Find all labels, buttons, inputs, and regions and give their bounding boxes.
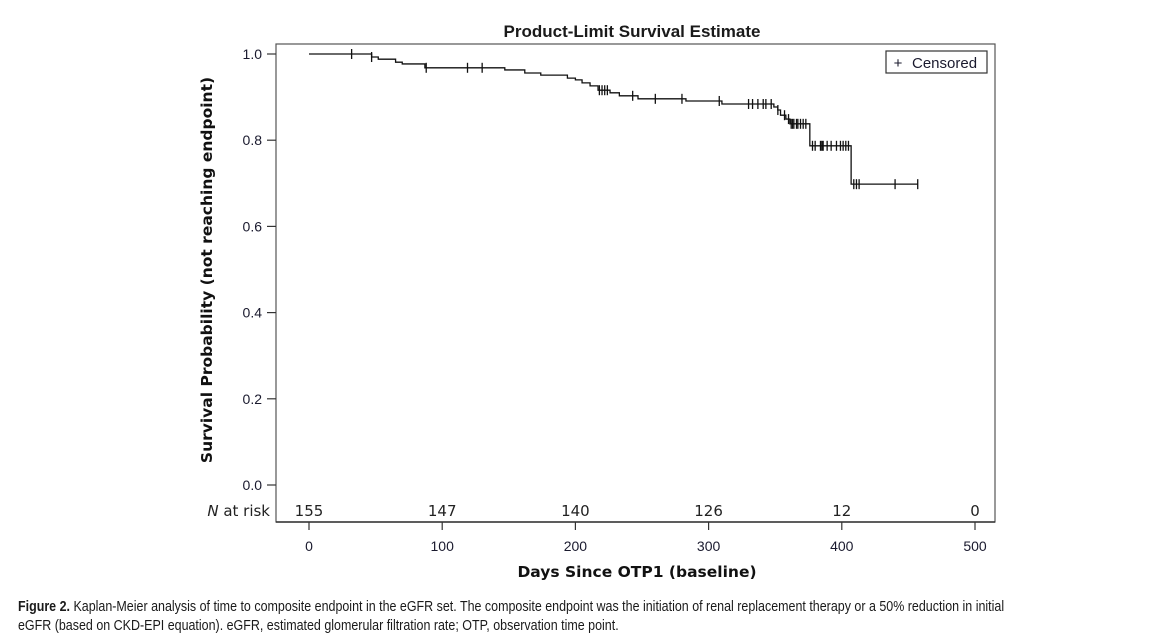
risk-value: 126: [694, 502, 723, 520]
y-tick-label: 0.0: [243, 477, 263, 493]
x-tick-label: 100: [431, 538, 455, 554]
risk-table-label: N at risk: [207, 502, 270, 520]
caption-text-1: Kaplan-Meier analysis of time to composi…: [69, 599, 1005, 615]
plot-frame: [275, 43, 996, 523]
x-tick-label: 400: [830, 538, 854, 554]
survival-curve: [309, 53, 918, 185]
figure-caption: Figure 2. Kaplan-Meier analysis of time …: [18, 598, 1007, 636]
x-axis-title: Days Since OTP1 (baseline): [517, 563, 756, 581]
risk-table: N at risk 155 147 140 126 12 0: [207, 502, 979, 520]
x-tick-label: 0: [305, 538, 313, 554]
x-tick-label: 300: [697, 538, 721, 554]
risk-value: 147: [428, 502, 457, 520]
y-tick-label: 0.8: [243, 132, 263, 148]
caption-line-2: eGFR (based on CKD-EPI equation). eGFR, …: [18, 618, 619, 634]
risk-value: 140: [561, 502, 590, 520]
legend: + Censored: [885, 50, 988, 74]
caption-figure-label: Figure 2.: [18, 599, 70, 615]
risk-label-n: N: [207, 502, 218, 520]
risk-label-rest: at risk: [219, 502, 271, 520]
y-tick-label: 0.6: [243, 218, 263, 234]
censor-marks: [350, 49, 919, 190]
kaplan-meier-chart: Product-Limit Survival Estimate 0.00.20.…: [198, 22, 996, 581]
risk-value: 12: [832, 502, 851, 520]
x-tick-label: 200: [564, 538, 588, 554]
x-tick-label: 500: [963, 538, 987, 554]
legend-label: Censored: [912, 55, 977, 72]
y-axis-title: Survival Probability (not reaching endpo…: [198, 77, 216, 463]
chart-title: Product-Limit Survival Estimate: [504, 22, 761, 41]
survival-line: [309, 53, 918, 185]
x-axis: 0 100 200 300 400 500: [276, 521, 995, 554]
y-tick-label: 1.0: [243, 46, 263, 62]
legend-box: [885, 50, 988, 74]
y-axis: 0.0 0.2 0.4 0.6 0.8 1.0: [243, 46, 276, 493]
risk-value: 155: [295, 502, 324, 520]
legend-symbol: +: [894, 55, 903, 72]
y-tick-label: 0.4: [243, 305, 263, 321]
y-tick-label: 0.2: [243, 391, 263, 407]
risk-value: 0: [970, 502, 980, 520]
caption-line-1: Figure 2. Kaplan-Meier analysis of time …: [18, 598, 1007, 617]
